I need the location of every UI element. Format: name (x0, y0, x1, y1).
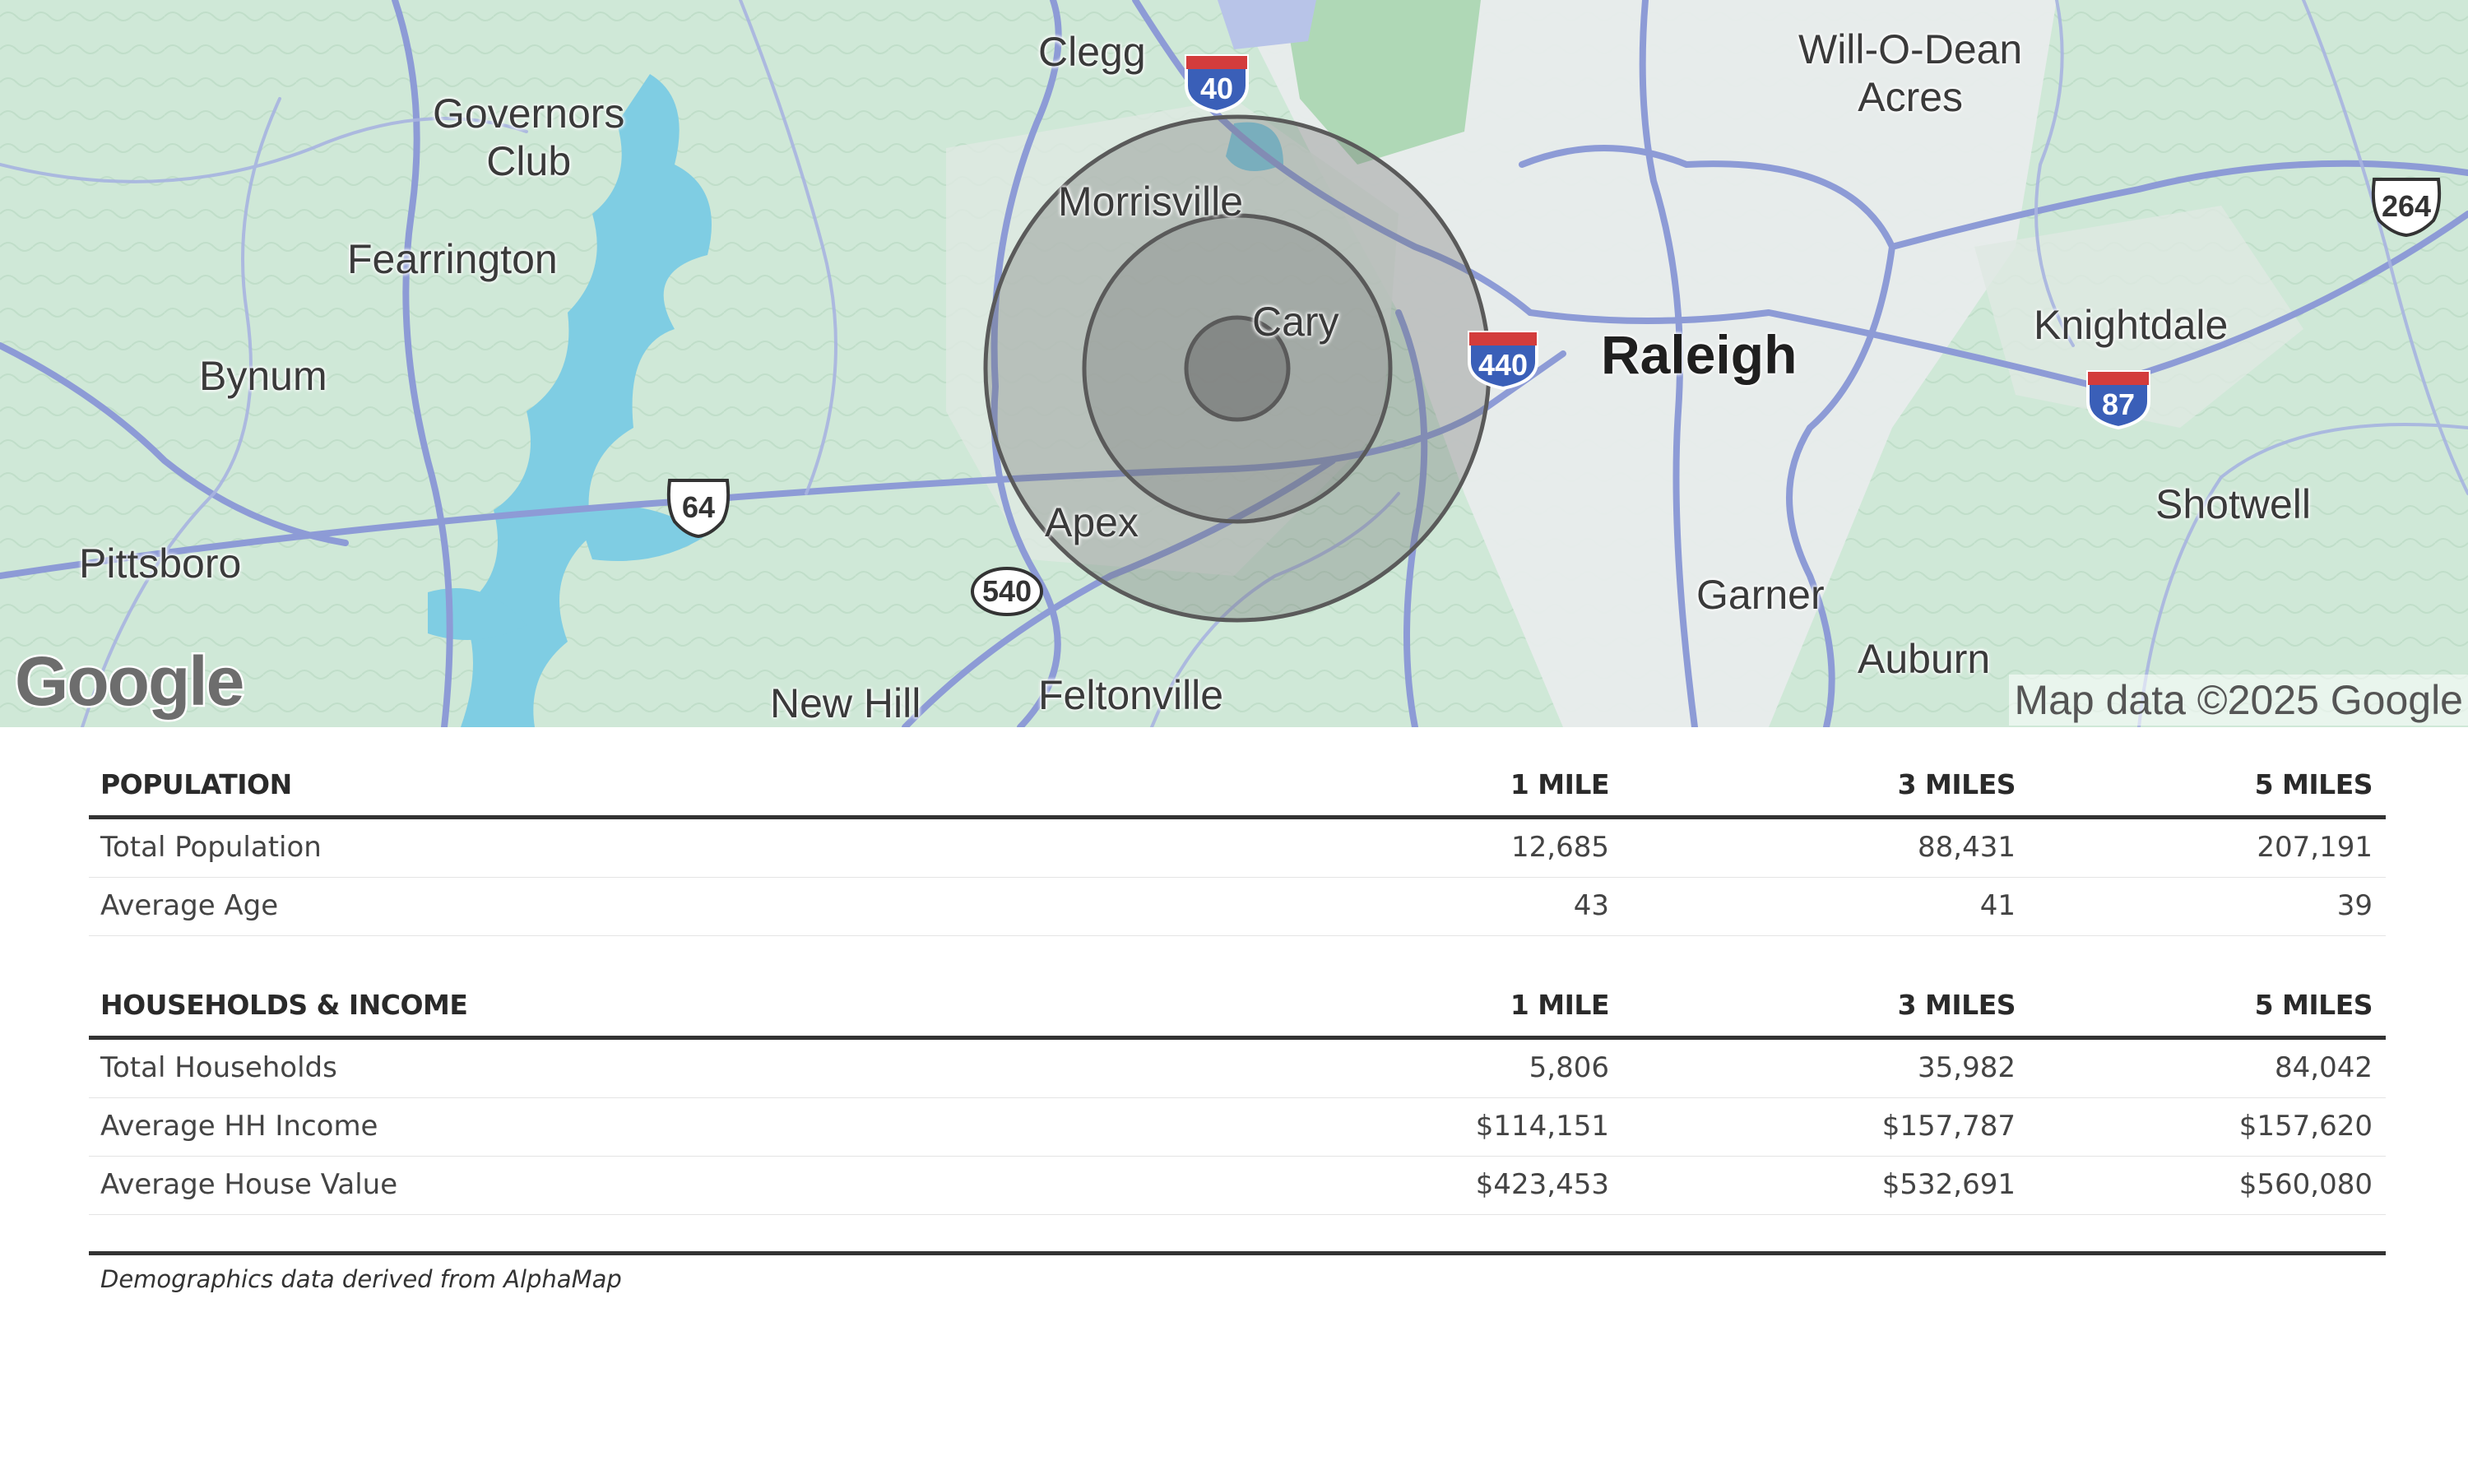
table-row: Average HH Income $114,151 $157,787 $157… (89, 1097, 2386, 1157)
cell-3-miles: 35,982 (1622, 1037, 2029, 1098)
households-table: HOUSEHOLDS & INCOME 1 MILE 3 MILES 5 MIL… (89, 984, 2386, 1215)
ring-1-mile (1184, 315, 1291, 422)
place-bynum: Bynum (199, 353, 327, 399)
households-header-row: HOUSEHOLDS & INCOME 1 MILE 3 MILES 5 MIL… (89, 984, 2386, 1040)
place-governors-club: Governors Club (433, 90, 625, 184)
row-label: Average House Value (89, 1156, 1216, 1215)
population-table: POPULATION 1 MILE 3 MILES 5 MILES Total … (89, 763, 2386, 936)
cell-1-mile: $423,453 (1216, 1156, 1622, 1215)
interstate-87-shield: 87 (2085, 369, 2152, 429)
table-row: Total Population 12,685 88,431 207,191 (89, 817, 2386, 878)
population-header-row: POPULATION 1 MILE 3 MILES 5 MILES (89, 763, 2386, 819)
cell-3-miles: $157,787 (1622, 1097, 2029, 1157)
table-spacer (89, 936, 2386, 984)
place-shotwell: Shotwell (2155, 481, 2311, 527)
row-label: Total Households (89, 1037, 1216, 1098)
cell-5-miles: 84,042 (2029, 1037, 2386, 1098)
place-cary: Cary (1252, 299, 1339, 345)
place-morrisville: Morrisville (1058, 179, 1243, 225)
population-heading: POPULATION (89, 763, 1216, 819)
place-raleigh: Raleigh (1601, 324, 1798, 385)
cell-5-miles: $157,620 (2029, 1097, 2386, 1157)
cell-1-mile: 43 (1216, 877, 1622, 936)
demographics-section: POPULATION 1 MILE 3 MILES 5 MILES Total … (89, 763, 2386, 1293)
map-attribution[interactable]: Map data ©2025 Google (2009, 675, 2468, 726)
google-logo: Google (12, 641, 246, 722)
data-source-footnote: Demographics data derived from AlphaMap (100, 1265, 622, 1293)
row-label: Average HH Income (89, 1097, 1216, 1157)
cell-5-miles: $560,080 (2029, 1156, 2386, 1215)
place-garner: Garner (1696, 572, 1825, 618)
place-auburn: Auburn (1858, 636, 1991, 682)
place-new-hill: New Hill (770, 680, 921, 726)
column-1-mile: 1 MILE (1216, 984, 1622, 1040)
map-panel[interactable]: Clegg Governors Club Will-O-Dean Acres M… (0, 0, 2468, 727)
column-5-miles: 5 MILES (2029, 763, 2386, 819)
cell-1-mile: 5,806 (1216, 1037, 1622, 1098)
us-264-shield: 264 (2369, 176, 2443, 237)
cell-1-mile: $114,151 (1216, 1097, 1622, 1157)
place-knightdale: Knightdale (2034, 302, 2229, 348)
table-row: Average House Value $423,453 $532,691 $5… (89, 1156, 2386, 1215)
place-will-o-dean-acres: Will-O-Dean Acres (1798, 26, 2023, 120)
interstate-440-shield: 440 (1466, 329, 1540, 390)
cell-3-miles: $532,691 (1622, 1156, 2029, 1215)
place-pittsboro: Pittsboro (79, 540, 242, 587)
cell-5-miles: 39 (2029, 877, 2386, 936)
column-3-miles: 3 MILES (1622, 984, 2029, 1040)
radius-rings (983, 114, 1491, 623)
cell-3-miles: 41 (1622, 877, 2029, 936)
place-clegg: Clegg (1038, 29, 1146, 75)
column-3-miles: 3 MILES (1622, 763, 2029, 819)
cell-1-mile: 12,685 (1216, 817, 1622, 878)
place-fearrington: Fearrington (347, 236, 558, 282)
us-64-shield: 64 (665, 477, 732, 538)
footer-divider (89, 1251, 2386, 1255)
row-label: Total Population (89, 817, 1216, 878)
column-1-mile: 1 MILE (1216, 763, 1622, 819)
table-row: Average Age 43 41 39 (89, 877, 2386, 936)
cell-5-miles: 207,191 (2029, 817, 2386, 878)
table-row: Total Households 5,806 35,982 84,042 (89, 1037, 2386, 1098)
households-heading: HOUSEHOLDS & INCOME (89, 984, 1216, 1040)
nc-540-shield: 540 (969, 564, 1045, 619)
place-feltonville: Feltonville (1038, 672, 1224, 718)
interstate-40-shield: 40 (1183, 53, 1250, 114)
place-apex: Apex (1045, 499, 1139, 545)
column-5-miles: 5 MILES (2029, 984, 2386, 1040)
cell-3-miles: 88,431 (1622, 817, 2029, 878)
row-label: Average Age (89, 877, 1216, 936)
